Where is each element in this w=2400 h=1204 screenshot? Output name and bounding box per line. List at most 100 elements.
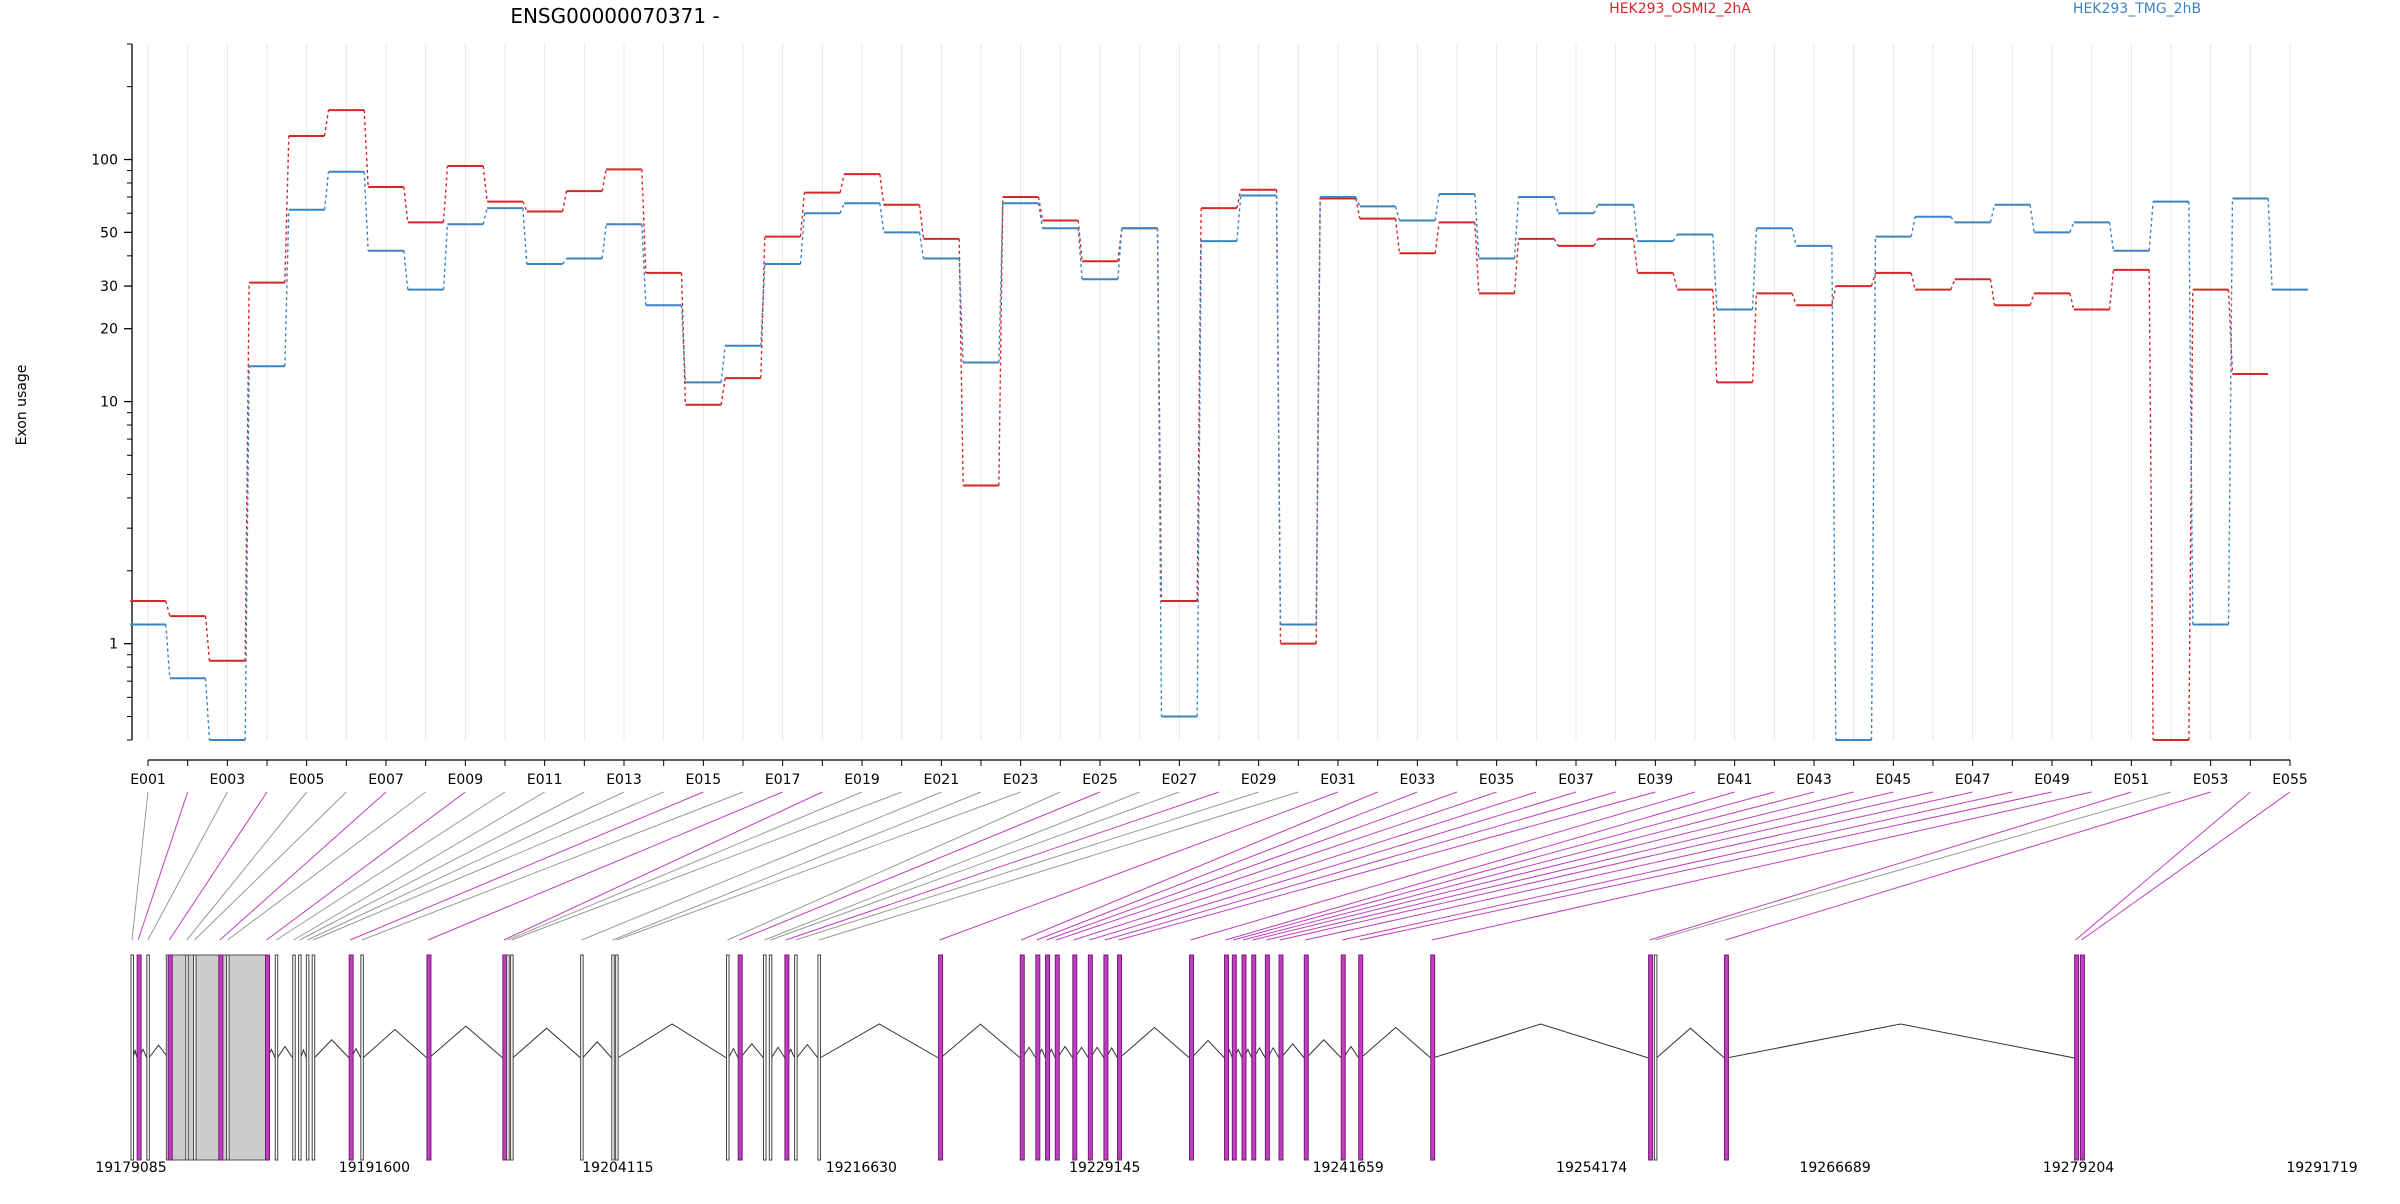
intron: [728, 1047, 739, 1059]
series-2-connector: [879, 203, 885, 233]
exon-E038: [1103, 954, 1109, 1161]
series-2-connector: [1950, 216, 1956, 223]
connector-E045: [1266, 791, 1894, 941]
series-1-connector: [1434, 222, 1440, 254]
x-tick-label-E025: E025: [1082, 772, 1118, 788]
chart-title: ENSG00000070371 -: [510, 4, 719, 28]
series-2-connector: [1513, 196, 1520, 259]
intron: [770, 1046, 786, 1059]
exon-E036: [1072, 954, 1078, 1161]
series-2-connector: [1593, 204, 1599, 214]
series-1-connector: [720, 378, 726, 405]
series-2-connector: [2148, 201, 2154, 251]
connector-E028: [785, 791, 1220, 941]
exon-E016: [360, 954, 364, 1161]
exon-E009: [265, 954, 271, 1161]
coordinate-label-19241659: 19241659: [1313, 1160, 1384, 1176]
series-2-connector: [1751, 228, 1758, 310]
exon-E041: [1224, 954, 1230, 1161]
series-1: [130, 109, 2269, 741]
exon-E003: [146, 954, 150, 1161]
series-1-connector: [1037, 196, 1044, 221]
exon-E017: [426, 954, 432, 1161]
series-1-connector: [799, 192, 806, 237]
connector-E027: [770, 791, 1180, 941]
connector-E012: [299, 791, 585, 941]
intron: [1726, 1023, 2075, 1059]
exon-E005: [185, 954, 189, 1161]
exon-E014: [311, 954, 316, 1161]
connector-E006: [194, 791, 347, 941]
x-tick-label-E035: E035: [1479, 772, 1515, 788]
intron: [428, 1025, 504, 1059]
connector-E009: [266, 791, 466, 941]
coordinate-label-19266689: 19266689: [1799, 1160, 1870, 1176]
x-tick-label-E015: E015: [686, 772, 722, 788]
exon-E023: [615, 954, 619, 1161]
exon-E024: [726, 954, 730, 1161]
exon-E030: [817, 954, 821, 1161]
exon-E040: [1189, 954, 1195, 1161]
axes: 1 10 20 30 50 100 E001 E003 E005 E007 E009 E011 E013…: [91, 43, 2308, 788]
coordinate-label-19291719: 19291719: [2286, 1160, 2357, 1176]
exon-E006: [193, 954, 197, 1161]
series-2-connector: [204, 678, 211, 741]
exon-E019: [506, 954, 510, 1161]
connector-E050: [1431, 791, 2092, 941]
series-2-connector: [1712, 234, 1718, 310]
intron: [1280, 1043, 1305, 1059]
connector-E049: [1359, 791, 2053, 941]
series-2-connector: [2069, 222, 2075, 233]
series-2-connector: [760, 263, 766, 346]
gene-model-track: 19179085 19191600 19204115 19216630 19229145…: [95, 954, 2358, 1176]
connector-E053: [1725, 791, 2211, 941]
gridlines: [147, 44, 2291, 740]
connector-E001: [131, 791, 149, 941]
exon-E032: [1019, 954, 1025, 1161]
series-2-connector: [720, 345, 726, 383]
x-tick-label-E041: E041: [1717, 772, 1753, 788]
connector-E041: [1225, 791, 1735, 941]
series-1-connector: [1910, 272, 1916, 290]
connector-E034: [1046, 791, 1458, 941]
exon-E029: [794, 954, 798, 1161]
connector-E048: [1342, 791, 2013, 941]
connector-E018: [503, 791, 823, 941]
intron: [276, 1045, 294, 1059]
connector-E033: [1036, 791, 1418, 941]
exon-E008: [226, 954, 230, 1161]
series-2-connector: [2188, 201, 2194, 625]
connector-E023: [616, 791, 1021, 941]
x-tick-label-E017: E017: [765, 772, 801, 788]
series-2-connector: [165, 624, 171, 679]
exon-E020: [510, 954, 514, 1161]
series-1-connector: [998, 196, 1004, 486]
intron: [819, 1023, 939, 1059]
series-2-connector: [1315, 196, 1321, 625]
connector-E043: [1242, 791, 1815, 941]
exon-E015: [348, 954, 354, 1161]
connector-E052: [1655, 791, 2172, 941]
exon-E021: [580, 954, 584, 1161]
coordinate-label-19179085: 19179085: [95, 1160, 166, 1176]
series-2-connector: [958, 258, 964, 363]
series-2-connector: [244, 366, 250, 741]
legend-label-series-2: HEK293_TMG_2hB: [2073, 1, 2201, 17]
exon-E012: [298, 954, 302, 1161]
x-tick-label-E013: E013: [606, 772, 642, 788]
x-tick-label-E005: E005: [289, 772, 325, 788]
connector-E051: [1649, 791, 2132, 941]
series-1-connector: [2227, 289, 2234, 375]
exon-E025: [737, 954, 743, 1161]
series-1-connector: [323, 109, 330, 137]
legend-label-series-1: HEK293_OSMI2_2hA: [1609, 1, 1751, 17]
x-tick-label-E055: E055: [2272, 772, 2308, 788]
x-tick-label-E001: E001: [130, 772, 166, 788]
exon-E022: [611, 954, 615, 1161]
exon-E047: [1303, 954, 1309, 1161]
connector-E003: [147, 791, 228, 941]
intron: [739, 1043, 764, 1059]
exon-E037: [1087, 954, 1093, 1161]
series-1-connector: [1870, 272, 1877, 287]
series-2-connector: [1117, 228, 1123, 280]
